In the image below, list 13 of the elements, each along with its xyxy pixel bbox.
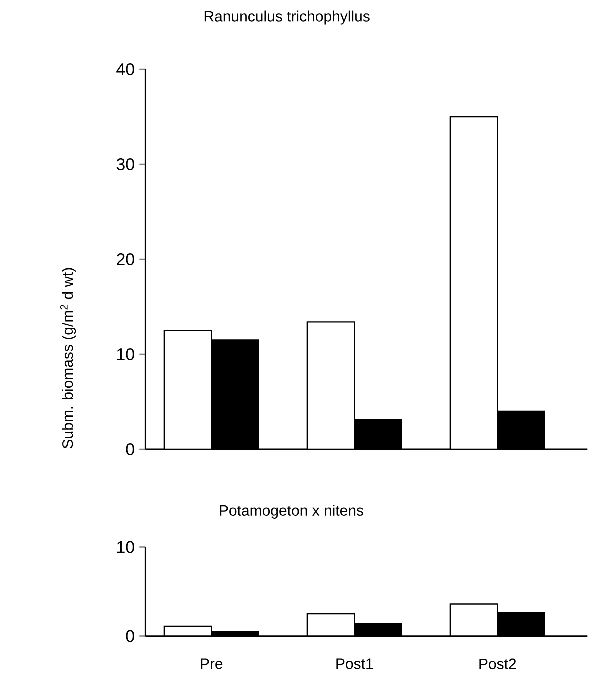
chart-title: Ranunculus trichophyllus <box>204 10 370 25</box>
y-tick-label: 0 <box>126 630 134 642</box>
y-tick-label: 10 <box>117 348 134 361</box>
y-tick-label: 20 <box>117 253 134 266</box>
x-tick-label: Post2 <box>480 658 516 670</box>
y-axis-title: Subm. biomass (g/m$^{2}$ d wt) <box>60 268 76 449</box>
y-tick-label: 40 <box>116 63 134 76</box>
y-tick-label: 10 <box>117 541 134 554</box>
y-tick-label: 0 <box>126 443 134 456</box>
x-tick-label: Post1 <box>336 658 374 670</box>
x-tick-label: Pre <box>201 658 223 670</box>
y-tick-label: 30 <box>116 158 134 171</box>
chart-title: Potamogeton x nitens <box>220 504 364 519</box>
